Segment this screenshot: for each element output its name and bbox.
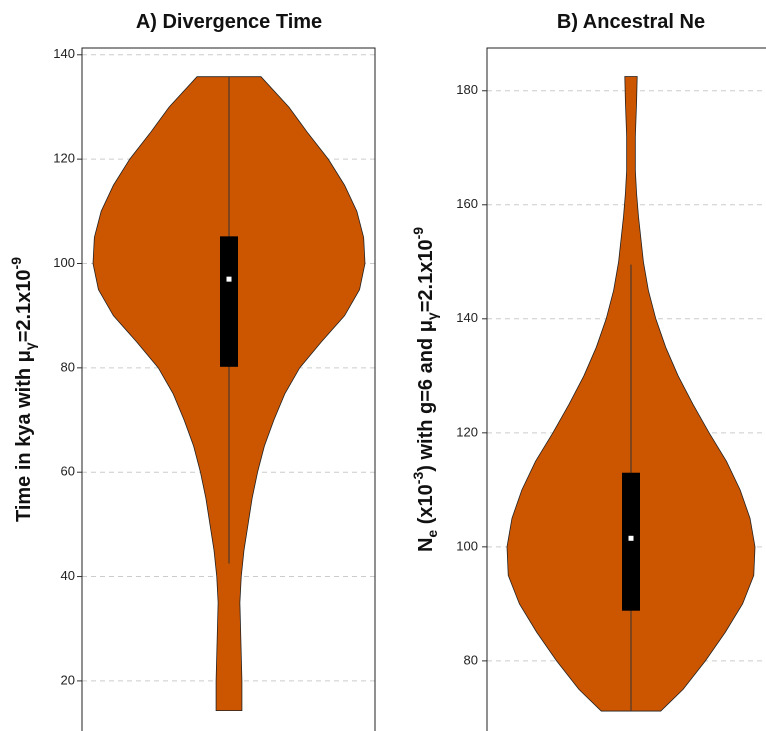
y-axis-label: Ne (x10-3) with g=6 and μγ=2.1x10-9 [410,227,440,552]
y-axis-label-part: =2.1x10 [415,239,437,312]
box [220,236,238,367]
y-axis-label-part: γ [22,342,38,350]
y-tick-label: 180 [456,82,478,97]
y-axis-label-part: -9 [8,257,24,270]
y-tick-label: 140 [456,310,478,325]
y-axis-label-part: Time in kya with μ [13,350,35,522]
y-axis-label-part: γ [424,312,440,320]
y-tick-label: 100 [456,538,478,553]
y-tick-label: 20 [61,672,75,687]
y-tick-label: 60 [61,464,75,479]
median [628,535,634,541]
y-tick-label: 80 [61,359,75,374]
y-axis-label: Time in kya with μγ=2.1x10-9 [8,257,38,522]
y-axis-label-part: ) with g=6 and μ [415,320,437,472]
chart-title: B) Ancestral Ne [557,11,705,33]
y-axis-label-part: e [424,530,440,538]
y-axis-label-part: -3 [410,472,426,485]
y-tick-label: 120 [456,424,478,439]
y-tick-label: 120 [53,151,75,166]
y-axis-label-part: N [415,538,437,552]
y-tick-label: 80 [464,652,478,667]
plot-frame [486,47,766,731]
y-tick-label: 160 [456,196,478,211]
median [226,276,232,282]
y-axis-label-part: -9 [410,227,426,240]
y-tick-label: 100 [53,255,75,270]
plot-frame [81,47,376,731]
y-axis-label-part: =2.1x10 [13,269,35,342]
y-axis-label-part: (x10 [415,484,437,530]
box [622,472,640,611]
y-tick-label: 40 [61,568,75,583]
y-tick-label: 140 [53,46,75,61]
chart-title: A) Divergence Time [136,11,322,33]
